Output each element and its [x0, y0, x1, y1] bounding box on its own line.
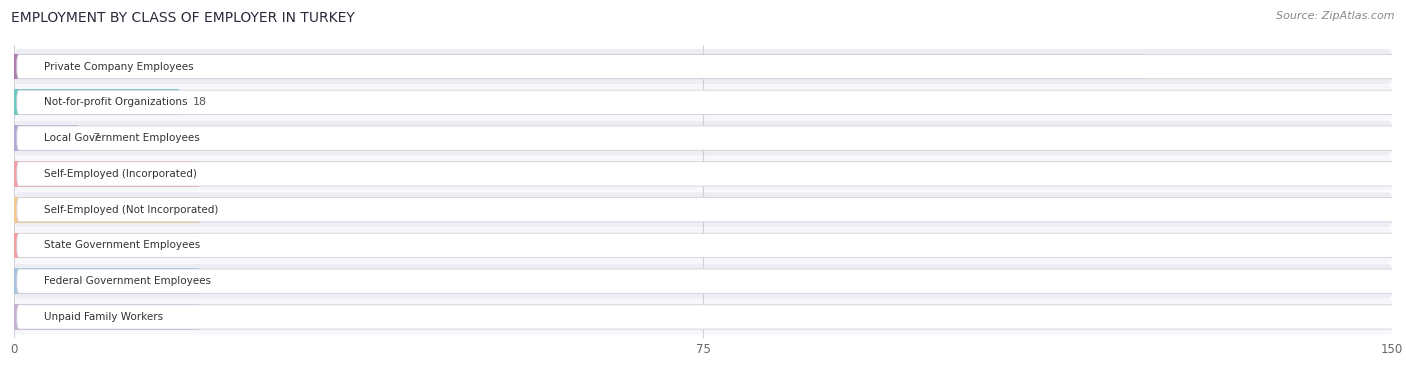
Bar	[14, 268, 200, 294]
Text: State Government Employees: State Government Employees	[45, 240, 201, 250]
FancyBboxPatch shape	[17, 90, 1406, 115]
Text: Self-Employed (Incorporated): Self-Employed (Incorporated)	[45, 169, 197, 179]
FancyBboxPatch shape	[17, 126, 1406, 150]
FancyBboxPatch shape	[17, 233, 1406, 258]
Text: Source: ZipAtlas.com: Source: ZipAtlas.com	[1277, 11, 1395, 21]
FancyBboxPatch shape	[17, 197, 1406, 222]
Bar	[14, 54, 1144, 79]
Text: Federal Government Employees: Federal Government Employees	[45, 276, 211, 286]
Text: Self-Employed (Not Incorporated): Self-Employed (Not Incorporated)	[45, 205, 219, 215]
FancyBboxPatch shape	[14, 228, 1392, 263]
FancyBboxPatch shape	[14, 156, 1392, 191]
Bar	[14, 89, 180, 115]
FancyBboxPatch shape	[17, 55, 1406, 79]
Bar	[14, 197, 200, 223]
FancyBboxPatch shape	[14, 192, 1392, 227]
Bar	[14, 161, 200, 187]
Text: EMPLOYMENT BY CLASS OF EMPLOYER IN TURKEY: EMPLOYMENT BY CLASS OF EMPLOYER IN TURKE…	[11, 11, 354, 25]
Bar	[14, 304, 200, 330]
FancyBboxPatch shape	[14, 264, 1392, 299]
FancyBboxPatch shape	[14, 121, 1392, 156]
FancyBboxPatch shape	[14, 85, 1392, 120]
FancyBboxPatch shape	[17, 269, 1406, 293]
Text: 123: 123	[1107, 62, 1130, 71]
FancyBboxPatch shape	[17, 162, 1406, 186]
FancyBboxPatch shape	[17, 305, 1406, 329]
Text: Not-for-profit Organizations: Not-for-profit Organizations	[45, 97, 188, 107]
Text: 18: 18	[193, 97, 207, 107]
Text: Local Government Employees: Local Government Employees	[45, 133, 200, 143]
Text: Private Company Employees: Private Company Employees	[45, 62, 194, 71]
Text: 7: 7	[93, 133, 100, 143]
Bar	[14, 125, 79, 151]
FancyBboxPatch shape	[14, 49, 1392, 84]
FancyBboxPatch shape	[14, 299, 1392, 335]
Text: Unpaid Family Workers: Unpaid Family Workers	[45, 312, 163, 322]
Bar	[14, 232, 200, 258]
